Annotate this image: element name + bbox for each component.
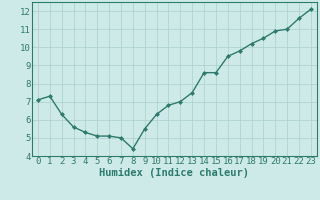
X-axis label: Humidex (Indice chaleur): Humidex (Indice chaleur) xyxy=(100,168,249,178)
